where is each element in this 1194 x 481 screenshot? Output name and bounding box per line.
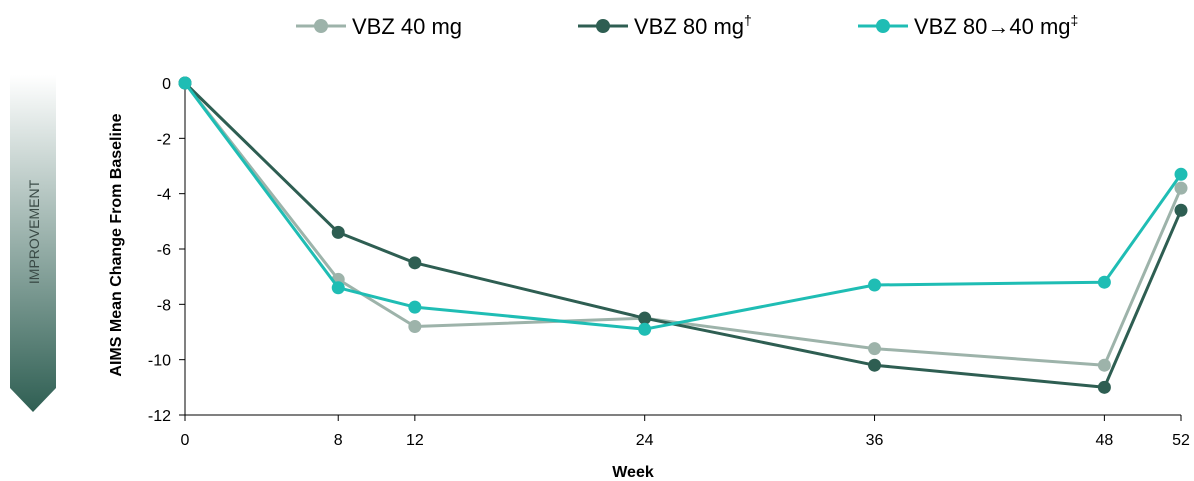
legend-label: VBZ 80→40 mg‡: [914, 12, 1078, 39]
y-tick-label: -2: [157, 131, 171, 148]
data-point: [638, 322, 652, 336]
data-point: [1174, 167, 1188, 181]
y-ticks: 0 -2 -4 -6 -8 -10 -12: [148, 76, 185, 425]
improvement-arrow-shape: [10, 75, 56, 412]
legend-series-name: VBZ 40 mg: [352, 14, 462, 39]
legend-series-name: VBZ 80→40 mg: [914, 14, 1071, 39]
series-2: [178, 76, 1188, 394]
series-3: [178, 76, 1188, 336]
x-ticks: 0 8 12 24 36 48 52: [181, 415, 1190, 449]
data-point: [408, 300, 422, 314]
improvement-arrow: IMPROVEMENT: [10, 75, 56, 412]
legend-item: VBZ 80 mg†: [578, 12, 752, 39]
legend-label: VBZ 40 mg: [352, 14, 462, 39]
data-point: [1174, 203, 1188, 217]
legend: VBZ 40 mg VBZ 80 mg† VBZ 80→40 mg‡: [296, 12, 1078, 39]
y-tick-label: 0: [162, 76, 171, 93]
improvement-label: IMPROVEMENT: [26, 179, 42, 284]
data-point: [1097, 275, 1111, 289]
legend-swatch-marker: [596, 19, 610, 33]
legend-label: VBZ 80 mg†: [634, 12, 752, 39]
y-tick-label: -10: [148, 353, 171, 370]
x-tick-label: 12: [406, 432, 424, 449]
legend-footnote-mark: †: [744, 12, 752, 28]
data-point: [868, 358, 882, 372]
data-point: [1174, 181, 1188, 195]
x-axis-title: Week: [612, 464, 654, 481]
legend-item: VBZ 80→40 mg‡: [858, 12, 1078, 39]
data-point: [868, 342, 882, 356]
legend-series-name: VBZ 80 mg: [634, 14, 744, 39]
data-point: [178, 76, 192, 90]
data-point: [408, 319, 422, 333]
data-point: [1097, 358, 1111, 372]
series-group: [178, 76, 1188, 394]
data-point: [408, 256, 422, 270]
x-tick-label: 52: [1172, 432, 1190, 449]
y-tick-label: -12: [148, 408, 171, 425]
axes: [184, 83, 1181, 416]
data-point: [331, 281, 345, 295]
legend-footnote-mark: ‡: [1071, 12, 1079, 28]
data-point: [1097, 380, 1111, 394]
data-point: [868, 278, 882, 292]
x-tick-label: 36: [866, 432, 884, 449]
legend-swatch-marker: [314, 19, 328, 33]
data-point: [331, 225, 345, 239]
x-tick-label: 48: [1095, 432, 1113, 449]
y-tick-label: -6: [157, 242, 171, 259]
y-tick-label: -8: [157, 297, 171, 314]
x-tick-label: 0: [181, 432, 190, 449]
x-tick-label: 24: [636, 432, 654, 449]
legend-item: VBZ 40 mg: [296, 14, 462, 39]
y-tick-label: -4: [157, 187, 171, 204]
x-tick-label: 8: [334, 432, 343, 449]
data-point: [638, 311, 652, 325]
legend-swatch-marker: [876, 19, 890, 33]
y-axis-title: AIMS Mean Change From Baseline: [108, 113, 125, 376]
